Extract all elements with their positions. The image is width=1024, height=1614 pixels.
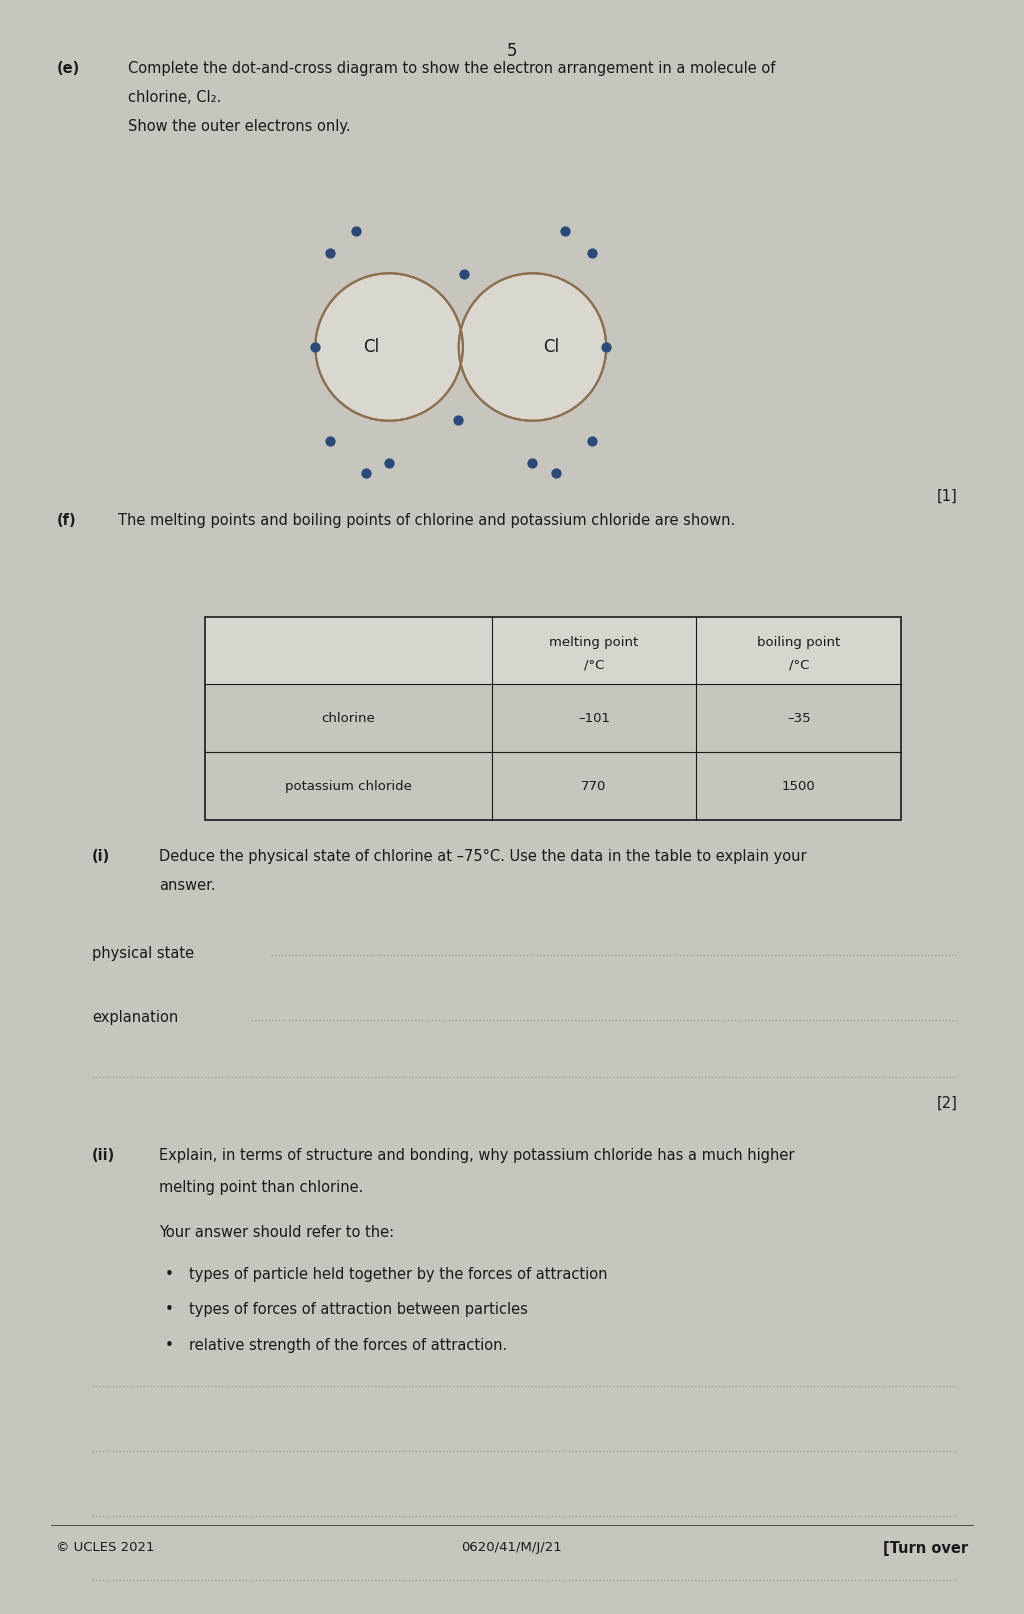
Point [456,261,472,287]
Text: •: • [165,1338,173,1353]
Point [322,240,338,266]
Text: 1500: 1500 [782,780,815,792]
Text: Complete the dot-and-cross diagram to show the electron arrangement in a molecul: Complete the dot-and-cross diagram to sh… [128,61,775,76]
Text: (e): (e) [56,61,80,76]
Text: [1]: [1] [937,489,957,504]
Text: /°C: /°C [788,659,809,671]
Text: (f): (f) [56,513,76,528]
Point [598,334,614,360]
Point [348,218,365,244]
Text: chlorine: chlorine [322,712,375,725]
Ellipse shape [315,273,463,421]
Bar [205,617,901,684]
Text: /°C: /°C [584,659,604,671]
Ellipse shape [459,273,606,421]
Text: relative strength of the forces of attraction.: relative strength of the forces of attra… [189,1338,508,1353]
Text: Deduce the physical state of chlorine at –75°C. Use the data in the table to exp: Deduce the physical state of chlorine at… [159,849,806,863]
Text: –35: –35 [786,712,811,725]
Text: [Turn over: [Turn over [883,1541,968,1556]
Text: 5: 5 [507,42,517,60]
Point [307,334,324,360]
Point [584,240,600,266]
Text: Cl: Cl [543,337,559,357]
Text: types of forces of attraction between particles: types of forces of attraction between pa… [189,1302,528,1317]
Text: 0620/41/M/J/21: 0620/41/M/J/21 [462,1541,562,1554]
Text: Explain, in terms of structure and bonding, why potassium chloride has a much hi: Explain, in terms of structure and bondi… [159,1148,795,1162]
Text: Cl: Cl [362,337,379,357]
Text: Show the outer electrons only.: Show the outer electrons only. [128,119,350,134]
Point [450,407,466,433]
Text: 770: 770 [582,780,606,792]
Text: •: • [165,1302,173,1317]
Point [322,428,338,454]
Text: (ii): (ii) [92,1148,116,1162]
Text: –101: –101 [578,712,610,725]
Text: answer.: answer. [159,878,215,893]
Point [381,450,397,476]
Text: melting point than chlorine.: melting point than chlorine. [159,1180,364,1194]
Text: potassium chloride: potassium chloride [285,780,412,792]
Text: boiling point: boiling point [757,636,841,649]
Text: © UCLES 2021: © UCLES 2021 [56,1541,155,1554]
Point [584,428,600,454]
Point [357,460,374,486]
Point [524,450,541,476]
Text: The melting points and boiling points of chlorine and potassium chloride are sho: The melting points and boiling points of… [118,513,735,528]
Text: physical state: physical state [92,946,195,960]
Text: •: • [165,1267,173,1282]
Text: chlorine, Cl₂.: chlorine, Cl₂. [128,90,221,105]
Point [548,460,564,486]
Text: (i): (i) [92,849,111,863]
Text: Your answer should refer to the:: Your answer should refer to the: [159,1225,394,1240]
Point [557,218,573,244]
Text: explanation: explanation [92,1010,178,1025]
Bar [205,617,901,820]
Text: types of particle held together by the forces of attraction: types of particle held together by the f… [189,1267,608,1282]
Text: melting point: melting point [549,636,639,649]
Text: [2]: [2] [937,1096,957,1110]
